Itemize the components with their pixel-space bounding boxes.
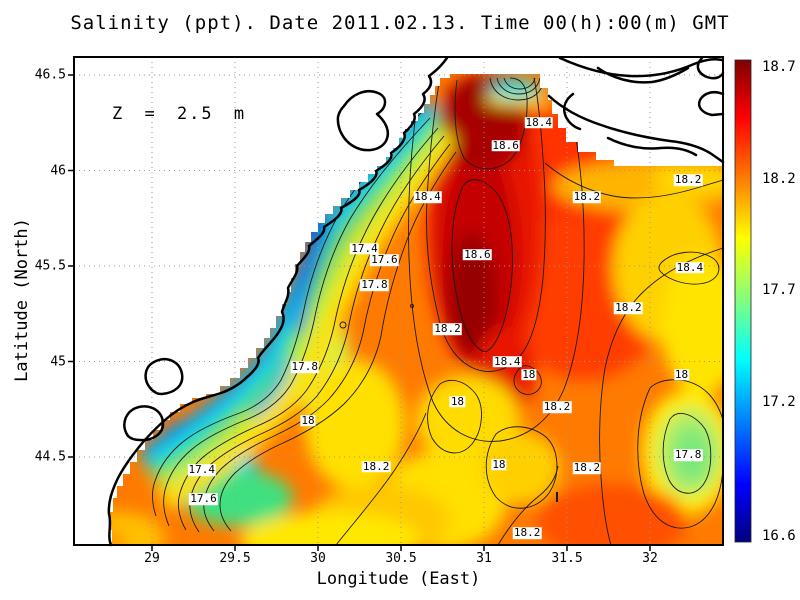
- contour-label: 18.4: [524, 115, 554, 129]
- contour-label: 18.6: [463, 247, 492, 261]
- contour-label: 18: [521, 368, 537, 382]
- coastline-lagoon-a: [144, 357, 184, 396]
- contour-label: 18.2: [512, 526, 542, 540]
- coastline-ne-2: [596, 66, 690, 84]
- coastline: [107, 56, 725, 547]
- x-tick-label: 32: [642, 551, 658, 566]
- contour-label: 17.8: [673, 448, 703, 462]
- coastline-ne-7: [697, 91, 725, 117]
- contour-label: 17.4: [350, 242, 379, 256]
- coastline-lagoon-b: [123, 405, 165, 442]
- coastline-ne-4: [563, 92, 582, 131]
- y-tick-label: 44.5: [34, 449, 66, 465]
- contour-label: 18.2: [572, 461, 602, 475]
- y-tick-label: 46.5: [34, 67, 66, 83]
- coastline-ne-3: [547, 94, 725, 164]
- colorbar-tick-label: 16.6: [762, 528, 796, 544]
- contour-label: 17.8: [360, 278, 389, 292]
- contour-label: 18.4: [492, 354, 522, 368]
- contour-label: 18.4: [413, 190, 442, 204]
- contour-label: 17.6: [189, 492, 218, 506]
- contour-label: 18.2: [542, 400, 572, 414]
- x-tick-label: 29: [144, 551, 160, 566]
- colorbar-tick-label: 18.2: [762, 170, 796, 187]
- x-tick-label: 30: [310, 551, 326, 566]
- contour-label: 17.8: [290, 360, 319, 374]
- coastline-ne-5: [606, 136, 698, 157]
- plot-border: [73, 56, 724, 546]
- figure-title: Salinity (ppt). Date 2011.02.13. Time 00…: [70, 12, 730, 34]
- contour-label: 18.4: [675, 261, 705, 275]
- axis-ticks: [68, 74, 651, 551]
- contour-label: 18: [449, 394, 466, 408]
- y-axis-label: Latitude (North): [12, 218, 32, 382]
- contour-label: 18.2: [433, 322, 462, 336]
- contour-label: 18.2: [361, 459, 391, 473]
- sea-field: [109, 74, 723, 545]
- contour-label: 17.4: [187, 463, 217, 477]
- coastline-island: [336, 89, 390, 152]
- contour-label: 18.2: [673, 173, 703, 187]
- contour-label: 18: [491, 457, 507, 471]
- coastline-ne-6: [696, 56, 725, 80]
- colorbar-tick-label: 18.7: [762, 59, 796, 75]
- y-tick-label: 45: [50, 354, 66, 369]
- coastline-ne-1: [558, 56, 724, 78]
- x-tick-label: 30.5: [385, 551, 417, 566]
- contour-label: 18.6: [491, 138, 520, 152]
- depth-annotation: Z = 2.5 m: [112, 104, 247, 124]
- colorbar-tick-label: 17.7: [762, 282, 796, 299]
- contour-label: 18.2: [572, 190, 602, 204]
- x-tick-label: 31.5: [551, 551, 583, 566]
- y-tick-label: 45.5: [34, 258, 66, 274]
- colorbar-tick-label: 17.2: [762, 394, 796, 410]
- y-tick-label: 46: [50, 163, 66, 178]
- x-tick-label: 29.5: [219, 551, 251, 566]
- x-axis-label: Longitude (East): [316, 569, 481, 589]
- colorbar-gradient: [734, 59, 752, 543]
- contour-label: 18: [300, 413, 316, 427]
- x-tick-label: 31: [476, 551, 492, 566]
- contour-label: 18.2: [614, 301, 643, 315]
- colorbar: [734, 59, 752, 543]
- contour-label: 17.6: [370, 253, 399, 267]
- contour-label: 18: [673, 368, 690, 382]
